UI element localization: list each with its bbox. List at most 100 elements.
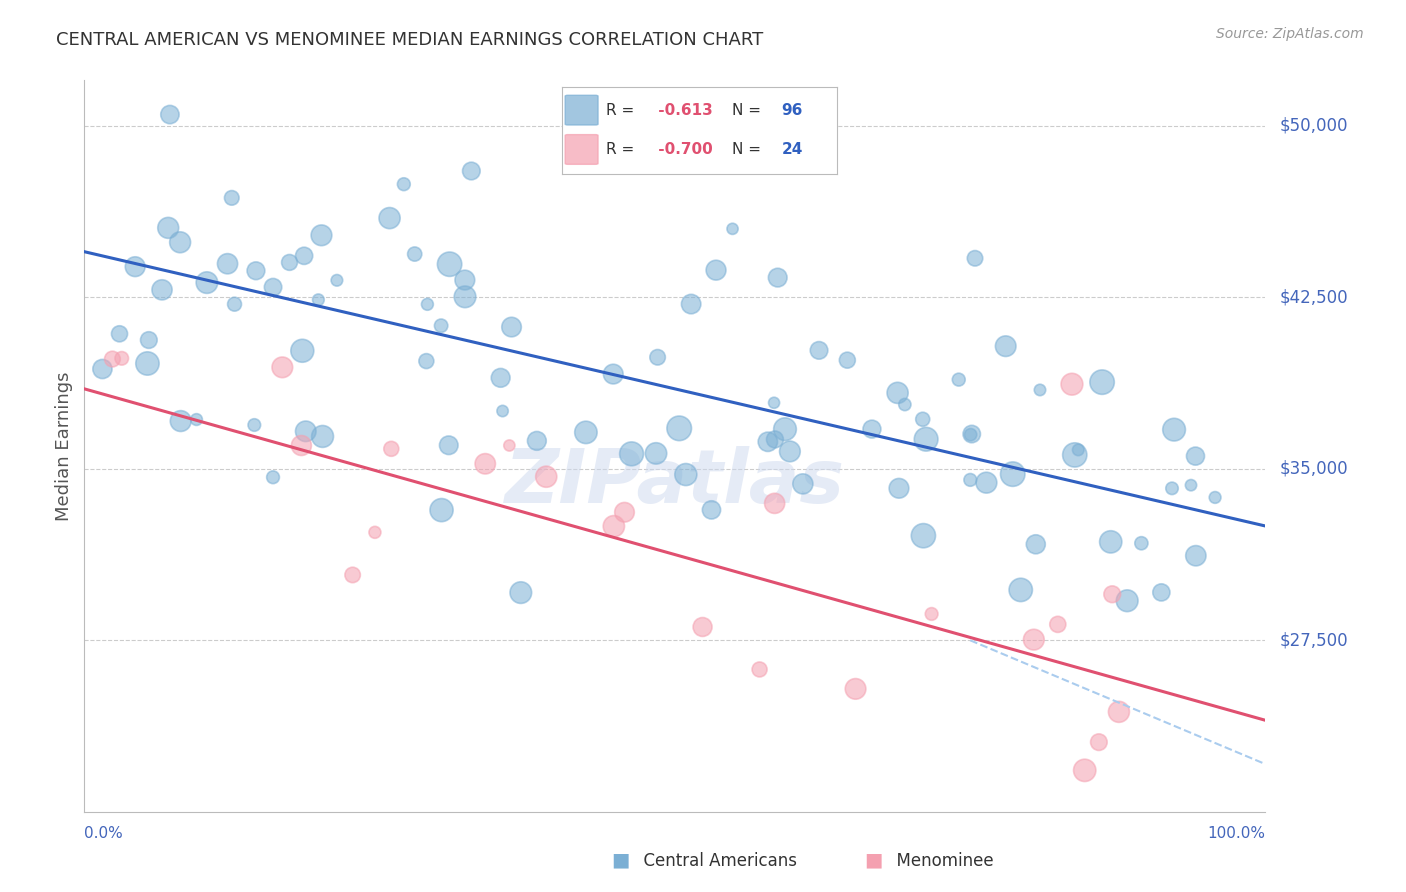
Point — [243, 417, 266, 432]
Point — [430, 503, 453, 517]
Point — [704, 263, 727, 277]
Point — [498, 438, 520, 452]
Point — [195, 276, 218, 290]
Point — [647, 351, 669, 365]
Point — [474, 457, 496, 471]
Point — [756, 434, 779, 449]
Point — [326, 273, 349, 287]
Point — [1022, 632, 1045, 647]
Point — [1060, 377, 1083, 392]
Point — [404, 247, 426, 261]
Point — [894, 398, 917, 412]
Point — [763, 396, 786, 410]
Text: 100.0%: 100.0% — [1208, 826, 1265, 841]
Point — [763, 496, 786, 510]
Point — [1099, 534, 1122, 549]
Point — [994, 339, 1017, 353]
Point — [1088, 735, 1111, 749]
Point — [1067, 442, 1090, 457]
Point — [491, 404, 513, 418]
Point — [721, 222, 744, 236]
Point — [224, 297, 246, 311]
Point — [536, 469, 558, 483]
Text: ■: ■ — [612, 851, 630, 870]
Text: R =: R = — [606, 103, 634, 118]
Point — [291, 343, 314, 358]
Point — [108, 326, 131, 341]
Point — [668, 421, 690, 435]
Point — [915, 432, 938, 446]
Point — [416, 297, 439, 311]
Point — [262, 280, 284, 294]
Point — [700, 503, 723, 517]
Point — [583, 138, 606, 153]
Point — [1108, 705, 1130, 719]
Point — [157, 220, 180, 235]
Text: N =: N = — [733, 103, 762, 118]
Point — [364, 525, 387, 540]
FancyBboxPatch shape — [565, 135, 598, 164]
Point — [766, 270, 789, 285]
Point — [217, 257, 239, 271]
Point — [575, 425, 598, 440]
Text: 24: 24 — [782, 142, 803, 157]
Point — [603, 519, 626, 533]
Text: Menominee: Menominee — [886, 852, 994, 870]
Point — [460, 164, 482, 178]
Point — [311, 228, 333, 243]
Text: $35,000: $35,000 — [1279, 460, 1348, 478]
Point — [489, 371, 512, 385]
Point — [620, 447, 643, 461]
Point — [976, 475, 998, 490]
Point — [342, 568, 364, 582]
Point — [136, 356, 159, 370]
Point — [1063, 448, 1085, 462]
Point — [378, 211, 401, 226]
Point — [645, 446, 668, 460]
Point — [613, 505, 636, 519]
Point — [1163, 423, 1185, 437]
Point — [837, 353, 859, 368]
Point — [681, 297, 703, 311]
Point — [1091, 375, 1114, 389]
Point — [430, 318, 453, 333]
Point — [748, 663, 770, 677]
Point — [960, 427, 983, 442]
Point — [1001, 467, 1024, 482]
Point — [911, 412, 934, 426]
Text: -0.700: -0.700 — [652, 142, 713, 157]
Point — [221, 191, 243, 205]
Text: $50,000: $50,000 — [1279, 117, 1348, 135]
Point — [91, 362, 114, 376]
Point — [307, 293, 329, 307]
Point — [860, 422, 883, 436]
Point — [808, 343, 831, 358]
Point — [124, 260, 146, 274]
Text: ZIPatlas: ZIPatlas — [505, 446, 845, 519]
Text: 96: 96 — [782, 103, 803, 118]
Point — [887, 481, 910, 495]
Point — [437, 438, 460, 452]
Point — [1185, 549, 1208, 563]
Point — [773, 422, 796, 436]
Point — [101, 352, 124, 367]
Point — [439, 257, 461, 271]
Point — [294, 425, 316, 439]
Point — [169, 235, 191, 250]
Point — [454, 273, 477, 287]
Point — [159, 107, 181, 121]
Point — [921, 607, 943, 621]
Text: 0.0%: 0.0% — [84, 826, 124, 841]
Text: $27,500: $27,500 — [1279, 632, 1348, 649]
Point — [1073, 764, 1095, 778]
Point — [763, 433, 786, 447]
Point — [392, 177, 415, 191]
Text: R =: R = — [606, 142, 634, 157]
Point — [138, 333, 160, 347]
Text: CENTRAL AMERICAN VS MENOMINEE MEDIAN EARNINGS CORRELATION CHART: CENTRAL AMERICAN VS MENOMINEE MEDIAN EAR… — [56, 31, 763, 49]
Point — [1025, 537, 1047, 551]
Point — [1150, 585, 1173, 599]
Text: Central Americans: Central Americans — [633, 852, 797, 870]
Text: -0.613: -0.613 — [652, 103, 713, 118]
Point — [271, 360, 294, 375]
